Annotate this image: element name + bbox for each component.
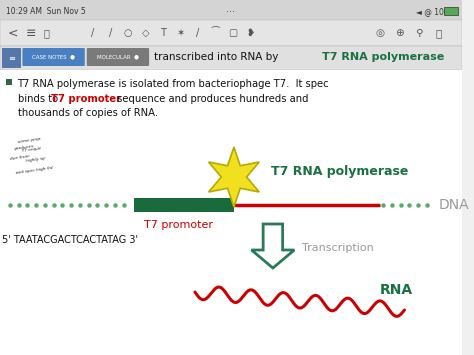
Text: MOLECULAR  ●: MOLECULAR ●: [97, 55, 139, 60]
Polygon shape: [209, 147, 259, 207]
Text: transcribed into RNA by: transcribed into RNA by: [154, 52, 282, 62]
Text: T7 RNA polymerase is isolated from bacteriophage T7.  It spec: T7 RNA polymerase is isolated from bacte…: [18, 79, 329, 89]
Text: ···: ···: [226, 7, 235, 17]
Bar: [0, 20, 462, 46]
Bar: [0, 46, 462, 70]
Text: ⚲: ⚲: [415, 28, 423, 38]
Text: <: <: [8, 27, 18, 39]
Text: /: /: [109, 28, 112, 38]
Text: ◄ @ 100%: ◄ @ 100%: [416, 7, 456, 16]
Text: thousands of copies of RNA.: thousands of copies of RNA.: [18, 108, 158, 118]
Text: /: /: [196, 28, 200, 38]
Text: DNA: DNA: [438, 198, 469, 212]
Text: ⧉: ⧉: [436, 28, 442, 38]
Text: ≡: ≡: [25, 27, 36, 39]
Text: ⬜: ⬜: [44, 28, 50, 38]
Text: 10:29 AM  Sun Nov 5: 10:29 AM Sun Nov 5: [6, 7, 86, 16]
Text: T7 requir: T7 requir: [21, 147, 42, 153]
Bar: [0, 70, 462, 355]
Text: due from: due from: [10, 155, 30, 162]
Text: binds to: binds to: [18, 94, 61, 104]
Text: T7 RNA polymerase: T7 RNA polymerase: [322, 52, 444, 62]
Text: T7 promoter: T7 promoter: [144, 220, 213, 230]
Text: /: /: [91, 28, 94, 38]
Text: T7 RNA polymerase: T7 RNA polymerase: [271, 165, 408, 179]
Text: RNA: RNA: [380, 283, 413, 297]
Text: T: T: [160, 28, 166, 38]
Text: highly sp: highly sp: [25, 157, 46, 163]
Text: T7 promoter: T7 promoter: [51, 94, 121, 104]
FancyBboxPatch shape: [2, 48, 21, 68]
Text: some prop: some prop: [18, 136, 41, 143]
Text: 5' TAATACGACTCACTATAG 3': 5' TAATACGACTCACTATAG 3': [2, 235, 138, 245]
Text: CASE NOTES  ●: CASE NOTES ●: [32, 55, 75, 60]
Text: sequence and produces hundreds and: sequence and produces hundreds and: [114, 94, 309, 104]
Bar: [0, 0, 462, 20]
Text: ▢: ▢: [228, 28, 237, 38]
Text: ✶: ✶: [176, 28, 184, 38]
Bar: [6, 79, 12, 85]
Text: ⁀: ⁀: [211, 28, 219, 38]
Text: ○: ○: [123, 28, 132, 38]
FancyBboxPatch shape: [87, 48, 149, 66]
Text: ◎: ◎: [375, 28, 384, 38]
Text: Transcription: Transcription: [302, 243, 374, 253]
Text: and spec high fid: and spec high fid: [16, 165, 53, 175]
Bar: [445, 7, 458, 15]
Text: produces: produces: [14, 144, 34, 151]
Bar: [135, 198, 234, 212]
Polygon shape: [251, 224, 294, 268]
FancyBboxPatch shape: [22, 48, 85, 66]
Text: ⊕: ⊕: [395, 28, 404, 38]
Text: ≡: ≡: [8, 54, 15, 62]
Text: ❥: ❥: [246, 28, 255, 38]
Text: ◇: ◇: [141, 28, 149, 38]
